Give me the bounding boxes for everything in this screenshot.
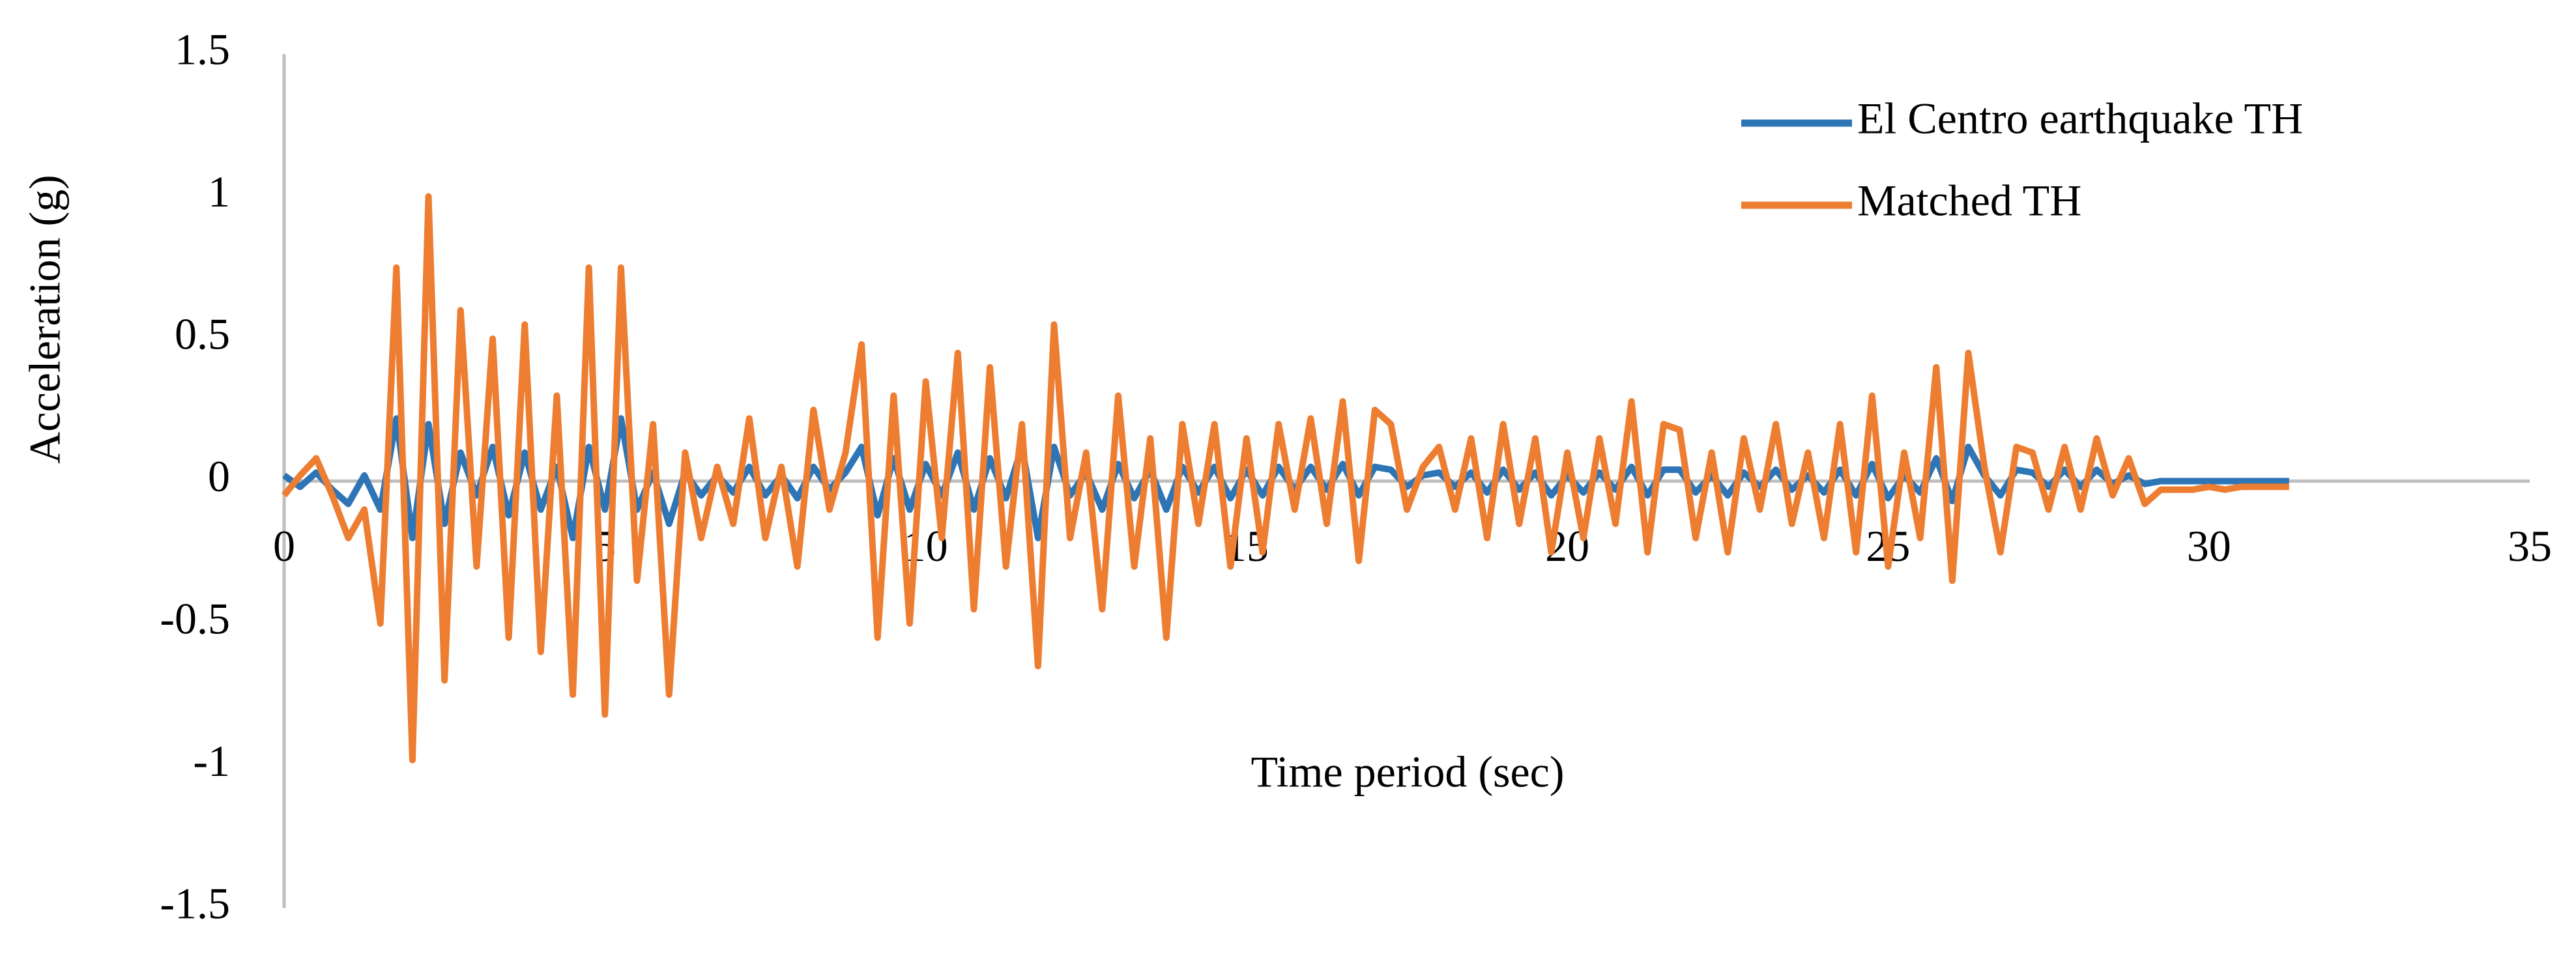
y-tick-label: 1: [208, 167, 230, 216]
x-tick-label: 35: [2508, 521, 2552, 571]
legend-label: Matched TH: [1857, 176, 2081, 225]
x-tick-label: 30: [2187, 521, 2231, 571]
y-tick-label: 0: [208, 451, 230, 501]
y-axis-label: Acceleration (g): [20, 175, 70, 464]
y-tick-label: -1.5: [160, 879, 230, 928]
legend-label: El Centro earthquake TH: [1857, 94, 2303, 143]
series-line: [282, 193, 2289, 764]
x-tick-label: 0: [273, 521, 295, 571]
x-axis-label: Time period (sec): [1251, 747, 1565, 797]
y-tick-label: -1: [193, 736, 230, 786]
y-tick-label: -0.5: [160, 594, 230, 644]
y-tick-label: 1.5: [175, 25, 230, 74]
y-tick-label: 0.5: [175, 309, 230, 359]
